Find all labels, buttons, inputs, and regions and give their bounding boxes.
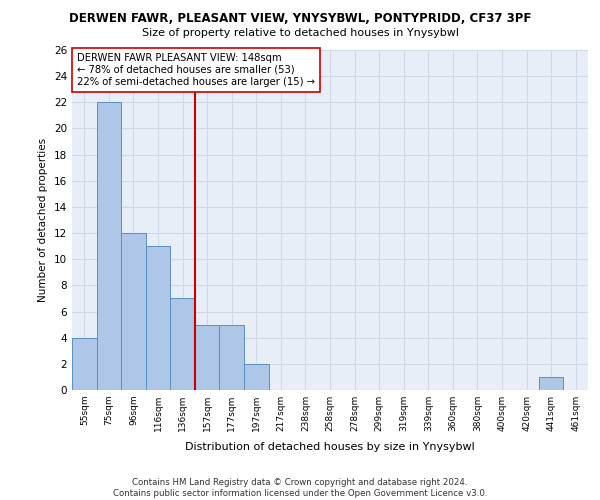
Bar [539,377,563,390]
Bar [72,338,97,390]
Text: Contains HM Land Registry data © Crown copyright and database right 2024.
Contai: Contains HM Land Registry data © Crown c… [113,478,487,498]
Bar [220,324,244,390]
Bar [146,246,170,390]
Bar [195,324,220,390]
Text: DERWEN FAWR, PLEASANT VIEW, YNYSYBWL, PONTYPRIDD, CF37 3PF: DERWEN FAWR, PLEASANT VIEW, YNYSYBWL, PO… [69,12,531,26]
Text: DERWEN FAWR PLEASANT VIEW: 148sqm
← 78% of detached houses are smaller (53)
22% : DERWEN FAWR PLEASANT VIEW: 148sqm ← 78% … [77,54,315,86]
Text: Size of property relative to detached houses in Ynysybwl: Size of property relative to detached ho… [142,28,458,38]
Bar [244,364,269,390]
Bar [170,298,195,390]
Y-axis label: Number of detached properties: Number of detached properties [38,138,49,302]
Bar [121,233,146,390]
Text: Distribution of detached houses by size in Ynysybwl: Distribution of detached houses by size … [185,442,475,452]
Bar [97,102,121,390]
